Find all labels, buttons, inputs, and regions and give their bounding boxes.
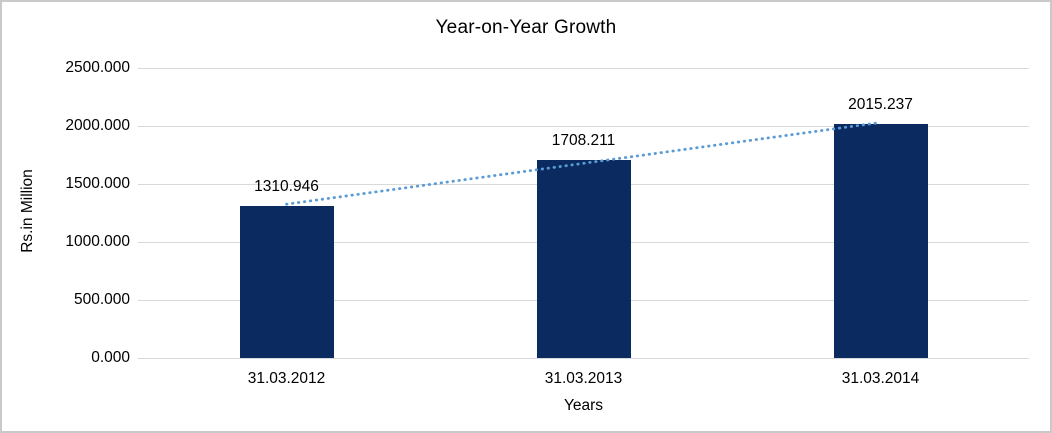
y-tick-label: 1500.000 [65, 175, 130, 192]
bar-value-label: 1708.211 [551, 131, 616, 149]
chart-title: Year-on-Year Growth [435, 17, 617, 38]
x-tick-label: 31.03.2012 [247, 370, 326, 387]
bar-31.03.2013 [536, 159, 631, 358]
bar-value-label: 2015.237 [848, 96, 913, 114]
x-axis-title: Years [563, 397, 604, 414]
bar-31.03.2014 [833, 124, 928, 358]
y-tick-label: 1000.000 [65, 233, 130, 250]
x-tick-label: 31.03.2013 [544, 370, 623, 387]
gridline [138, 357, 1029, 359]
gridline [138, 67, 1029, 69]
bar-31.03.2012 [239, 205, 334, 358]
y-tick-label: 500.000 [73, 291, 130, 308]
gridline [138, 125, 1029, 127]
trendline [285, 121, 882, 206]
y-tick-label: 0.000 [91, 349, 130, 366]
y-tick-label: 2500.000 [65, 59, 130, 76]
x-tick-label: 31.03.2014 [841, 370, 920, 387]
y-tick-label: 2000.000 [65, 117, 130, 134]
bar-value-label: 1310.946 [254, 177, 319, 195]
plot-area: 1310.946 31.03.2012 1708.211 31.03.2013 2015… [138, 67, 1029, 387]
y-axis-tick-labels: 0.000 500.000 1000.000 1500.000 2000.000 2500… [2, 59, 130, 366]
